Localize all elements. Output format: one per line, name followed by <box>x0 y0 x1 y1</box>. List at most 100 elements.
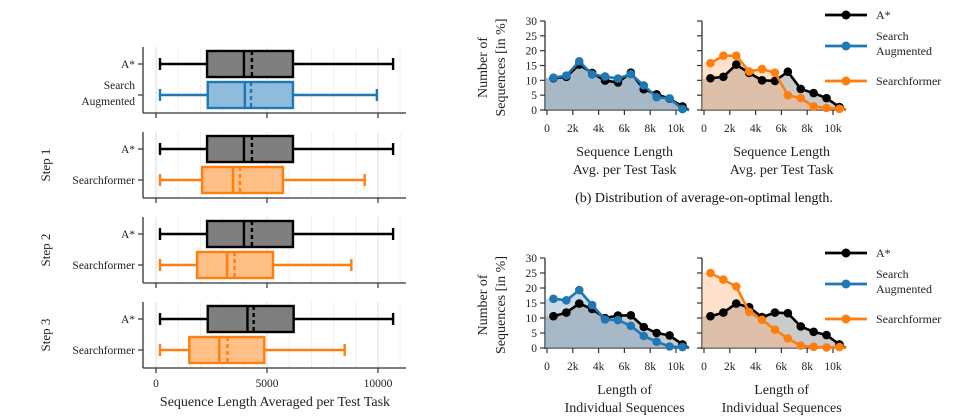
y-tick-label: 0 <box>531 105 537 117</box>
x-tick-label: 8k <box>801 123 813 135</box>
y-tick-label: 30 <box>526 16 538 28</box>
y-axis-label: Number of <box>476 274 491 335</box>
x-tick-label: 2k <box>567 123 579 135</box>
data-point <box>719 51 728 61</box>
data-point <box>600 72 610 81</box>
panel-label: Step 1 <box>38 149 53 182</box>
data-point <box>613 315 623 325</box>
legend-label: Searchformer <box>876 74 941 88</box>
legend-marker-icon <box>841 10 851 20</box>
box-body <box>205 134 295 164</box>
data-point <box>652 337 661 347</box>
x-tick-label: 10000 <box>364 378 393 390</box>
panel-label: Step 3 <box>38 319 53 352</box>
y-tick-label: 20 <box>526 46 538 58</box>
data-point <box>783 90 793 100</box>
y-tick-label: 10 <box>526 75 538 87</box>
data-point <box>822 343 831 352</box>
x-tick-label: 4k <box>593 123 605 135</box>
boxplot-panel: Step 3 A* Searchformer 0 5000 10000 Sequence L… <box>38 302 406 410</box>
legend-marker-icon <box>841 76 851 86</box>
legend-item: Searchformer <box>825 74 941 88</box>
x-axis-label: Sequence Length <box>733 145 830 160</box>
data-point <box>706 311 715 321</box>
data-point <box>809 88 818 98</box>
y-tick-label: 25 <box>526 268 538 280</box>
x-tick-label: 10k <box>824 361 842 373</box>
legend-item: A* <box>825 246 891 260</box>
box: A* <box>121 134 395 164</box>
data-point <box>757 76 767 85</box>
data-point <box>574 57 584 66</box>
box-body <box>205 219 295 249</box>
x-tick-label: 0 <box>153 378 159 390</box>
data-point <box>744 307 754 317</box>
x-tick-label: 8k <box>644 361 656 373</box>
x-axis-label: Length of <box>754 383 809 398</box>
data-point <box>809 102 818 111</box>
x-tick-label: 2k <box>724 361 736 373</box>
y-tick-label: 25 <box>526 31 538 43</box>
data-point <box>783 334 793 343</box>
box: Search Augmented <box>81 80 379 110</box>
x-tick-label: 2k <box>724 123 736 135</box>
box: Searchformer <box>72 165 366 195</box>
x-tick-label: 4k <box>750 361 762 373</box>
y-tick-label: 10 <box>526 313 538 325</box>
x-axis-label: Length of <box>597 383 652 398</box>
category-label: Searchformer <box>72 175 135 187</box>
data-point <box>549 294 558 304</box>
data-point <box>665 94 674 103</box>
data-point <box>574 285 584 295</box>
category-label: A* <box>121 314 135 326</box>
x-axis-label: Sequence Length <box>576 145 673 160</box>
data-point <box>809 342 818 352</box>
x-axis-label: Avg. per Test Task <box>730 163 834 178</box>
series-area <box>702 64 846 110</box>
boxplot-panel: Step 1 A* Searchformer <box>38 132 406 203</box>
category-label: A* <box>121 59 135 71</box>
data-point <box>744 67 754 76</box>
data-point <box>719 308 728 317</box>
data-point <box>809 327 818 337</box>
legend-label: Search <box>876 29 909 43</box>
legend-label: A* <box>876 8 891 22</box>
data-point <box>796 84 806 94</box>
data-point <box>757 315 767 325</box>
x-tick-label: 10k <box>667 123 685 135</box>
data-point <box>770 325 780 335</box>
x-axis-label: Avg. per Test Task <box>573 163 677 178</box>
data-point <box>549 311 558 321</box>
x-tick-label: 10k <box>824 123 842 135</box>
category-label: Augmented <box>81 96 135 108</box>
data-point <box>731 282 741 291</box>
data-point <box>600 315 610 324</box>
y-tick-label: 0 <box>531 343 537 355</box>
area-chart-panel: 0 2k 4k 6k 8k 10k Length of Individual Sequence… <box>697 257 847 416</box>
legends: A*SearchAugmentedSearchformerA*SearchAug… <box>825 8 941 326</box>
data-point <box>757 64 767 74</box>
box: A* <box>121 49 395 79</box>
box-body <box>200 165 285 195</box>
data-point <box>731 299 741 308</box>
data-point <box>587 70 597 79</box>
box-body <box>205 49 295 79</box>
x-tick-label: 4k <box>593 361 605 373</box>
y-tick-label: 5 <box>531 328 537 340</box>
x-tick-label: 6k <box>619 123 631 135</box>
x-tick-label: 6k <box>619 361 631 373</box>
x-tick-label: 6k <box>776 123 788 135</box>
boxplot-panel: Step 2 A* Searchformer <box>38 217 406 288</box>
data-point <box>639 322 649 332</box>
data-point <box>835 342 844 352</box>
x-tick-label: 2k <box>567 361 579 373</box>
data-point <box>562 71 571 80</box>
box-body <box>195 250 275 280</box>
data-point <box>796 93 806 103</box>
data-point <box>731 51 741 61</box>
data-point <box>835 104 844 114</box>
x-tick-label: 8k <box>644 123 656 135</box>
